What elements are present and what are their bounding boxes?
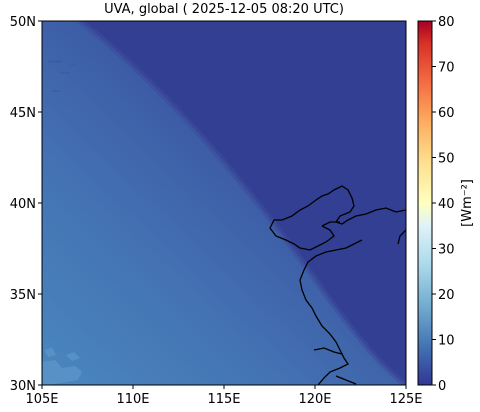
y-tick-label: 50N (10, 15, 36, 30)
colorbar-tick-label: 10 (438, 334, 455, 349)
colorbar-gradient (417, 20, 433, 386)
y-tick-label: 40N (10, 197, 36, 212)
colorbar-tick-label: 60 (438, 106, 455, 121)
y-axis: 50N 45N 40N 35N 30N (10, 15, 42, 394)
y-tick-label: 35N (10, 288, 36, 303)
colorbar: 80 70 60 50 40 30 20 10 0 [Wm⁻²] (417, 15, 475, 394)
colorbar-tick-label: 40 (438, 197, 455, 212)
colorbar-tick-label: 20 (438, 288, 455, 303)
x-tick-label: 105E (25, 392, 58, 407)
colorbar-tick-label: 0 (438, 379, 446, 394)
y-tick-label: 30N (10, 379, 36, 394)
plot-title: UVA, global ( 2025-12-05 08:20 UTC) (104, 2, 344, 17)
coastline (269, 185, 406, 385)
colorbar-tick-label: 30 (438, 243, 455, 258)
x-tick-label: 125E (389, 392, 422, 407)
colorbar-ticks: 80 70 60 50 40 30 20 10 0 (432, 15, 455, 394)
y-tick-label: 45N (10, 106, 36, 121)
x-tick-label: 110E (116, 392, 149, 407)
colorbar-tick-label: 80 (438, 15, 455, 30)
colorbar-label: [Wm⁻²] (460, 179, 475, 227)
uva-field (42, 21, 406, 385)
colorbar-tick-label: 70 (438, 61, 455, 76)
x-axis: 105E 110E 115E 120E 125E (25, 385, 423, 407)
colorbar-tick-label: 50 (438, 152, 455, 167)
x-tick-label: 115E (207, 392, 240, 407)
x-tick-label: 120E (298, 392, 331, 407)
